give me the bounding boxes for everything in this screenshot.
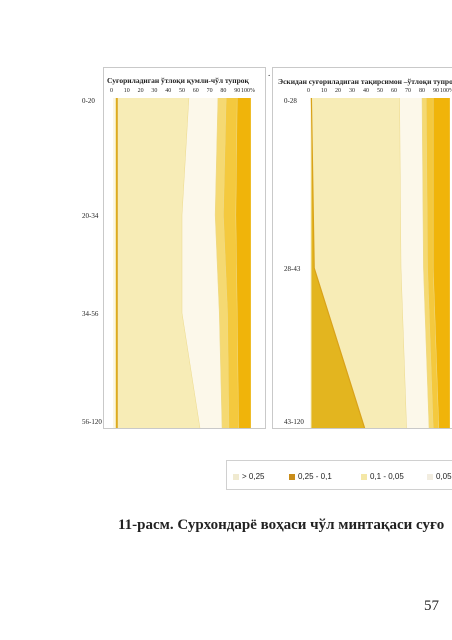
x-tick-label: 60	[192, 88, 199, 94]
x-tick-label: 50	[377, 88, 383, 94]
band-6	[223, 98, 239, 428]
y-depth-label: 56-120	[82, 418, 102, 426]
band-5	[422, 98, 434, 428]
legend-label-1: > 0,25	[242, 472, 265, 481]
legend-label-2: 0,25 - 0,1	[298, 472, 332, 481]
x-tick-label: 30	[349, 88, 355, 94]
band-7	[433, 98, 450, 428]
plot-frame-right	[272, 67, 452, 429]
legend-item-1: > 0,25	[233, 472, 264, 481]
x-tick-label: 60	[391, 88, 397, 94]
band-boundary-6	[235, 98, 239, 428]
legend-swatch-1	[233, 473, 239, 480]
chart-title-right: Эскидан суғориладиган тақирсимон –ўтлоқи…	[278, 77, 452, 86]
band-3	[311, 98, 407, 428]
x-tick-label: 30	[151, 88, 158, 94]
band-6	[426, 98, 439, 428]
chart-title-left: Суғориладиган ўтлоқи қумли-чўл тупроқ	[107, 76, 249, 85]
y-depth-label: 34-56	[82, 310, 99, 318]
y-depth-label: 20-34	[82, 212, 99, 220]
band-2	[311, 98, 365, 428]
band-boundary-4	[421, 98, 430, 428]
band-boundary-3	[181, 98, 201, 428]
legend: > 0,25 0,25 - 0,1 0,1 - 0,05 0,05 -	[226, 460, 452, 490]
x-tick-label: 20	[137, 88, 144, 94]
legend-label-4: 0,05 -	[436, 472, 452, 481]
x-tick-label: 100%	[440, 88, 452, 94]
x-tick-label: 90	[433, 88, 439, 94]
x-tick-label: 0	[307, 88, 310, 94]
x-tick-label: 80	[220, 88, 227, 94]
band-4	[182, 98, 223, 428]
band-boundary-6	[432, 98, 440, 428]
legend-swatch-3	[361, 473, 367, 480]
plot-area-right	[310, 98, 450, 428]
x-tick-label: 100%	[241, 88, 255, 94]
x-tick-label: 0	[110, 88, 113, 94]
x-tick-label: 10	[321, 88, 327, 94]
band-boundary-5	[425, 98, 434, 428]
x-tick-label: 40	[165, 88, 172, 94]
band-boundary-2	[310, 98, 366, 428]
plot-frame-left	[103, 67, 266, 429]
x-tick-label: 70	[405, 88, 411, 94]
y-depth-label: 28-43	[284, 265, 301, 273]
legend-swatch-4	[427, 473, 433, 480]
x-tick-label: 80	[419, 88, 425, 94]
panel-separator-dot: .	[268, 68, 271, 78]
band-boundary-3	[399, 98, 407, 428]
y-depth-label: 0-20	[82, 97, 95, 105]
band-1	[310, 98, 312, 428]
band-boundary-5	[223, 98, 230, 428]
legend-item-2: 0,25 - 0,1	[289, 472, 332, 481]
y-depth-label: 43-120	[284, 418, 304, 426]
x-tick-label: 20	[335, 88, 341, 94]
legend-item-4: 0,05 -	[427, 472, 452, 481]
y-depth-label: 0-28	[284, 97, 297, 105]
page-number: 57	[424, 598, 439, 614]
figure-caption: 11-расм. Сурхондарё воҳаси чўл минтақаси…	[118, 517, 445, 533]
x-tick-label: 10	[123, 88, 130, 94]
legend-swatch-2	[289, 473, 295, 480]
band-5	[215, 98, 229, 428]
band-3	[117, 98, 200, 428]
legend-item-3: 0,1 - 0,05	[361, 472, 404, 481]
x-tick-label: 50	[179, 88, 185, 94]
x-tick-label: 40	[363, 88, 369, 94]
plot-area-left	[113, 98, 251, 428]
band-4	[399, 98, 429, 428]
band-boundary-4	[214, 98, 223, 428]
x-tick-label: 90	[234, 88, 241, 94]
band-7	[235, 98, 251, 428]
legend-label-3: 0,1 - 0,05	[370, 472, 404, 481]
x-tick-label: 70	[206, 88, 213, 94]
band-1	[113, 98, 116, 428]
